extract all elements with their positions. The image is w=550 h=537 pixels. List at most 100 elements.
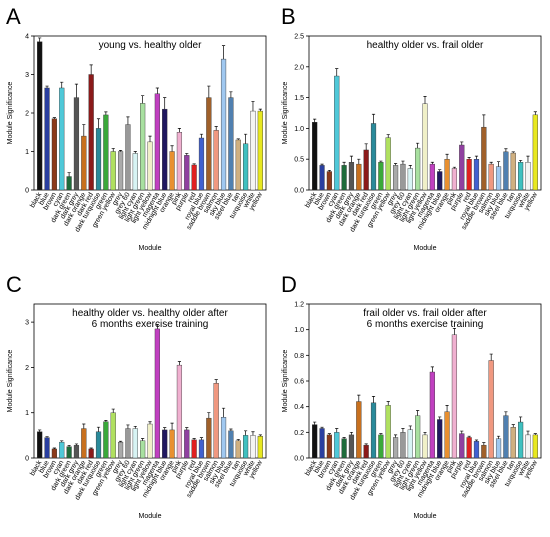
bar	[334, 75, 340, 191]
bar	[110, 412, 116, 459]
bar	[44, 437, 50, 459]
y-tick-label: 0.4	[294, 404, 304, 411]
error-bar	[38, 429, 42, 432]
bar	[319, 428, 325, 459]
error-bar	[401, 428, 405, 433]
bar	[213, 130, 219, 191]
error-bar	[460, 430, 464, 434]
bar	[125, 428, 131, 459]
error-bar	[467, 157, 471, 160]
error-bar	[45, 436, 49, 438]
error-bar	[133, 425, 137, 429]
error-bar	[155, 87, 159, 94]
error-bar	[335, 428, 339, 433]
bar	[250, 110, 256, 191]
error-bar	[511, 151, 515, 154]
bar	[341, 438, 347, 459]
bar	[140, 440, 146, 459]
error-bar	[423, 431, 427, 435]
error-bar	[408, 425, 412, 430]
y-tick-label: 0.0	[294, 456, 304, 463]
bar	[348, 434, 355, 459]
x-tick-label: tan	[231, 191, 242, 203]
error-bar	[393, 434, 398, 438]
bar	[473, 441, 480, 459]
panel-letter: A	[6, 4, 21, 29]
chart-title: frail older vs. frail older after	[363, 308, 487, 319]
bar	[407, 429, 413, 459]
error-bar	[467, 435, 471, 438]
error-bar	[148, 135, 152, 142]
bar	[473, 158, 480, 191]
error-bar	[371, 113, 376, 124]
y-tick-label: 0.5	[294, 157, 304, 164]
chart-title: healthy older vs. frail older	[367, 40, 484, 51]
x-tick-label: red	[187, 191, 198, 203]
bar	[117, 441, 124, 459]
error-bar	[74, 83, 79, 98]
bar	[243, 143, 249, 191]
error-bar	[504, 411, 508, 416]
panel-letter: C	[6, 272, 22, 297]
bar	[451, 334, 458, 459]
error-bar	[244, 133, 248, 144]
bar	[378, 162, 384, 191]
bar	[59, 87, 65, 191]
error-bar	[192, 438, 196, 440]
error-bar	[207, 412, 211, 419]
bar	[525, 434, 531, 459]
error-bar	[199, 437, 204, 440]
error-bar	[313, 118, 317, 123]
error-bar	[163, 427, 167, 430]
error-bar	[163, 97, 167, 110]
error-bar	[118, 440, 123, 443]
bar	[510, 427, 516, 459]
bar	[363, 149, 369, 191]
bar	[198, 137, 205, 191]
x-tick-label: red	[462, 459, 473, 471]
bar	[73, 97, 80, 191]
bar	[147, 423, 153, 459]
error-bar	[251, 431, 255, 436]
y-axis-label: Module Significance	[282, 350, 289, 413]
bar	[326, 171, 332, 191]
bar	[88, 74, 94, 191]
error-bar	[474, 155, 479, 160]
bar	[525, 162, 531, 191]
error-bar	[60, 440, 64, 443]
error-bar	[258, 108, 262, 112]
error-bar	[126, 116, 130, 125]
error-bar	[474, 439, 479, 442]
error-bar	[320, 426, 324, 429]
y-tick-label: 2.0	[294, 64, 304, 71]
y-tick-label: 3	[25, 320, 29, 327]
error-bar	[496, 161, 501, 167]
panel-letter: B	[281, 4, 296, 29]
bar	[488, 360, 494, 459]
bar	[356, 163, 362, 191]
bar	[125, 124, 131, 191]
error-bar	[379, 433, 383, 435]
bar	[73, 445, 80, 459]
bar	[312, 122, 318, 191]
error-bar	[519, 160, 523, 163]
bar	[132, 153, 138, 191]
chart-title: healthy older vs. healthy older after	[72, 308, 228, 319]
error-bar	[452, 166, 457, 169]
error-bar	[244, 430, 248, 436]
bar	[140, 103, 146, 191]
error-bar	[251, 101, 255, 112]
bar	[81, 135, 87, 191]
bar	[348, 162, 355, 191]
bar	[228, 97, 234, 191]
bar	[385, 137, 391, 191]
bar	[162, 108, 168, 191]
error-bar	[89, 447, 93, 449]
error-bar	[445, 153, 449, 160]
bar	[312, 424, 318, 459]
y-tick-label: 1	[25, 149, 29, 156]
y-tick-label: 0	[25, 188, 29, 195]
y-axis-label: Module Significance	[7, 350, 14, 413]
y-tick-label: 1.2	[294, 302, 304, 309]
error-bar	[177, 361, 182, 366]
